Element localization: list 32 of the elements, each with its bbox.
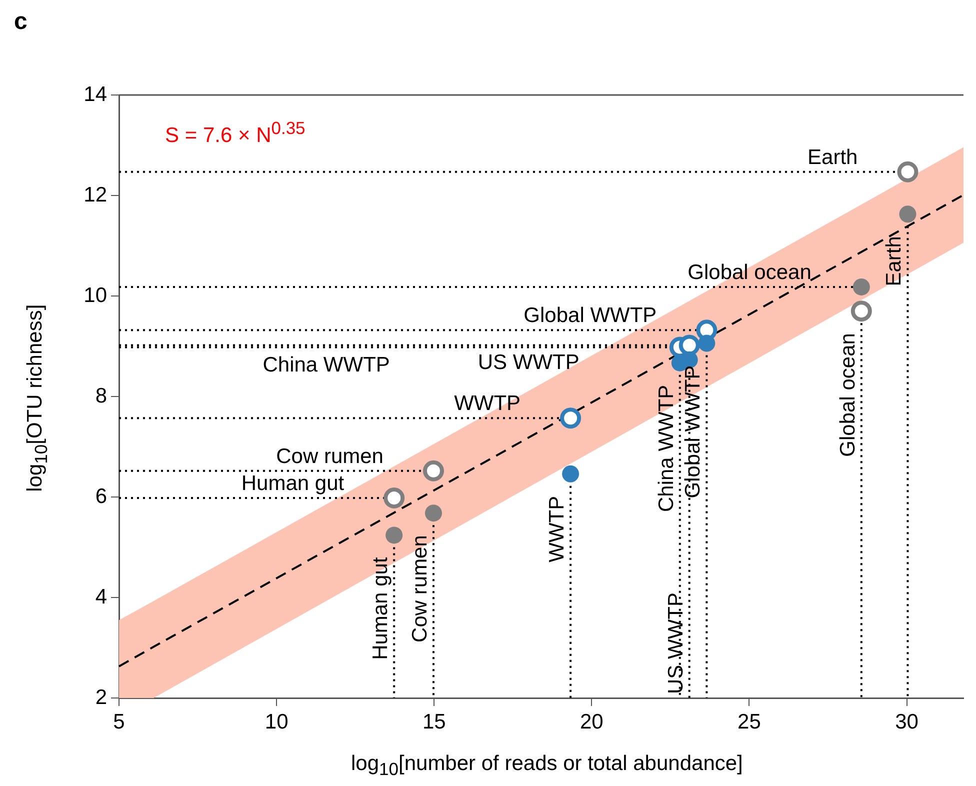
y-tick-label: 6 — [95, 484, 107, 508]
series-label: China WWTP — [262, 353, 390, 376]
x-axis-title: log$_{10}$[number of reads or total abundance] — [351, 752, 743, 780]
y-tick-label: 12 — [84, 183, 107, 206]
text: Human gut — [369, 557, 392, 660]
x-tick-label: 25 — [738, 710, 761, 734]
series-label: Earth — [808, 146, 858, 169]
series-label: Human gut — [241, 472, 344, 496]
text: Cow rumen — [408, 535, 432, 642]
text: Earth — [882, 236, 906, 286]
x-tick-label: 15 — [422, 710, 446, 734]
text: Global WWTP — [682, 365, 705, 498]
y-tick-label: 14 — [84, 82, 108, 106]
y-tick-label: 4 — [95, 585, 108, 608]
text: Global ocean — [836, 333, 860, 457]
series-label: Global ocean — [688, 260, 812, 284]
x-tick-label: 10 — [264, 710, 288, 734]
text: WWTP — [546, 496, 569, 562]
annotation: S = 7.6 × N$^{0.35}$ — [165, 118, 306, 148]
x-tick-label: 30 — [895, 710, 918, 734]
y-tick-label: 2 — [95, 686, 107, 709]
y-tick-label: 10 — [84, 284, 107, 307]
series-label: Global WWTP — [524, 304, 657, 328]
x-tick-label: 5 — [113, 710, 125, 734]
series-label: WWTP — [454, 392, 521, 416]
text: US WWTP — [664, 592, 688, 694]
text: China WWTP — [654, 384, 678, 512]
y-tick-label: 8 — [95, 384, 107, 408]
x-tick-label: 20 — [580, 710, 604, 734]
series-label: US WWTP — [478, 351, 580, 374]
series-label: Cow rumen — [276, 444, 384, 468]
chart-title: c — [14, 8, 28, 36]
